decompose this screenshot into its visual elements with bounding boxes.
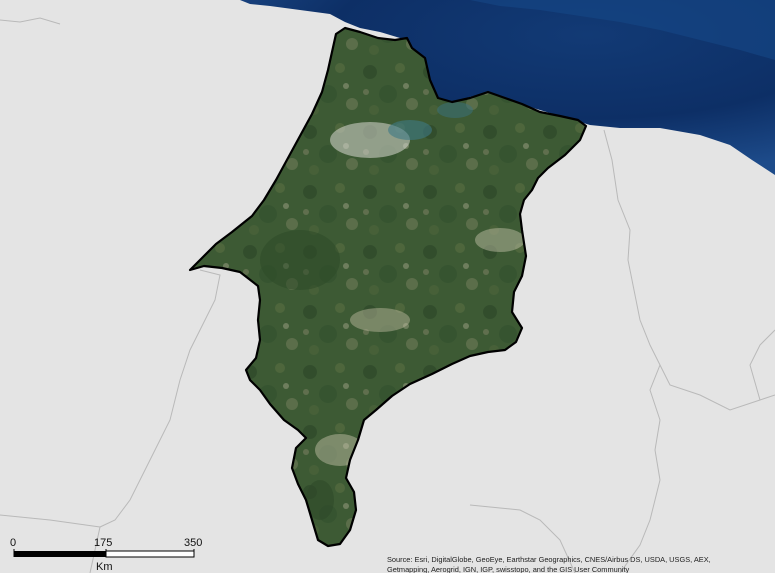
scale-label-0: 0 (10, 537, 17, 549)
scale-unit-label: Km (96, 561, 113, 573)
scale-bar-segment-2 (105, 550, 195, 558)
state-outline[interactable] (188, 26, 588, 548)
scale-bar-segment-1 (14, 551, 106, 557)
scale-label-350: 350 (184, 537, 203, 549)
ocean (240, 0, 775, 175)
scale-label-175: 175 (94, 537, 113, 549)
scale-bar (13, 549, 195, 558)
neighbor-borders (0, 17, 775, 573)
ocean-shelf (470, 0, 775, 60)
map-attribution: Source: Esri, DigitalGlobe, GeoEye, Eart… (387, 555, 711, 573)
